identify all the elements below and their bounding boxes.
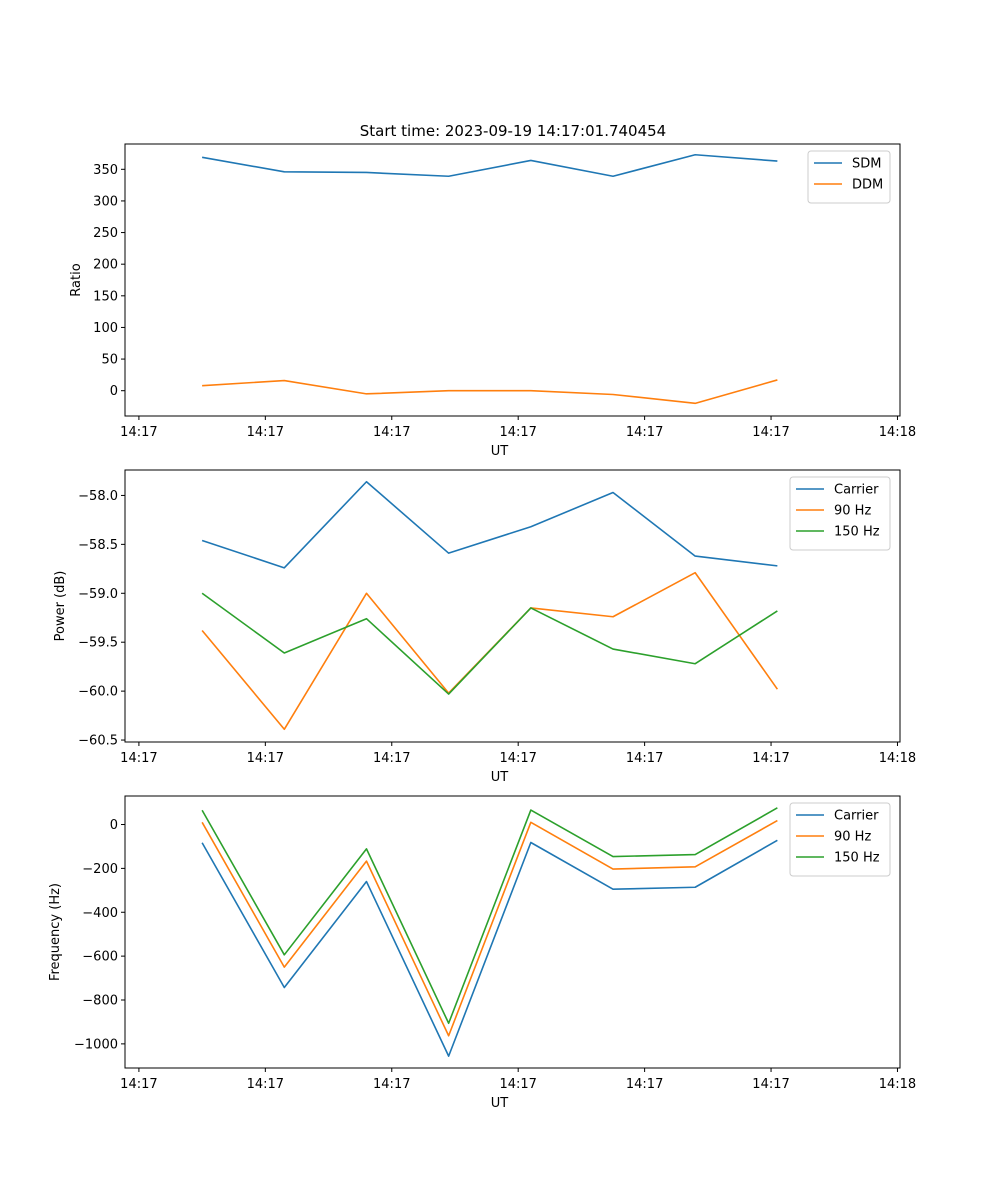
- y-tick-label: −400: [82, 906, 118, 921]
- legend: Carrier 90 Hz 150 Hz: [789, 476, 891, 551]
- x-tick-label: 14:17: [752, 1077, 789, 1092]
- x-tick-label: 14:18: [879, 751, 916, 766]
- y-tick-label: 200: [93, 258, 118, 273]
- x-tick-label: 14:17: [499, 751, 536, 766]
- x-tick-label: 14:17: [752, 751, 789, 766]
- x-tick-label: 14:17: [626, 425, 663, 440]
- y-tick-label: 150: [93, 289, 118, 304]
- x-axis-label: UT: [491, 444, 509, 459]
- y-tick-label: −58.5: [78, 538, 118, 553]
- x-tick-label: 14:17: [247, 751, 284, 766]
- axes-frame: [124, 143, 901, 417]
- y-tick-label: 350: [93, 163, 118, 178]
- y-tick-label: 100: [93, 321, 118, 336]
- series-line-150-hz: [201, 807, 778, 1025]
- y-tick-label: −200: [82, 862, 118, 877]
- y-tick-label: −1000: [74, 1037, 118, 1052]
- y-tick-label: 0: [110, 384, 118, 399]
- x-tick-label: 14:17: [626, 751, 663, 766]
- y-tick-label: −600: [82, 950, 118, 965]
- y-tick-label: −800: [82, 994, 118, 1009]
- legend: SDM DDM: [807, 150, 891, 204]
- axes-frame: [124, 469, 901, 743]
- x-tick-label: 14:17: [120, 425, 157, 440]
- x-tick-label: 14:18: [879, 425, 916, 440]
- legend-label: Carrier: [834, 809, 879, 824]
- y-tick-label: 0: [110, 818, 118, 833]
- ratio-chart: 14:17 14:17 14:17 14:17 14:17 14:17 14:18 0 50 10…: [69, 143, 916, 459]
- x-tick-label: 14:17: [499, 1077, 536, 1092]
- y-tick-label: −60.0: [78, 685, 118, 700]
- x-tick-label: 14:18: [879, 1077, 916, 1092]
- legend-label: 90 Hz: [834, 830, 871, 845]
- legend-label: SDM: [852, 157, 881, 172]
- x-tick-label: 14:17: [499, 425, 536, 440]
- legend-label: 90 Hz: [834, 504, 871, 519]
- y-tick-label: 300: [93, 194, 118, 209]
- chart-panels: 14:17 14:17 14:17 14:17 14:17 14:17 14:18 0 50 10…: [48, 143, 916, 1111]
- power-chart: 14:17 14:17 14:17 14:17 14:17 14:17 14:18 −60.5…: [53, 469, 916, 785]
- x-tick-label: 14:17: [752, 425, 789, 440]
- y-tick-label: −59.0: [78, 587, 118, 602]
- x-tick-label: 14:17: [247, 425, 284, 440]
- x-tick-label: 14:17: [247, 1077, 284, 1092]
- y-tick-label: −58.0: [78, 489, 118, 504]
- series-line-sdm: [201, 153, 778, 178]
- series-line-carrier: [201, 480, 778, 569]
- x-tick-label: 14:17: [626, 1077, 663, 1092]
- series-line-150-hz: [201, 592, 778, 695]
- y-axis-label: Frequency (Hz): [48, 883, 63, 981]
- legend-label: Carrier: [834, 483, 879, 498]
- legend: Carrier 90 Hz 150 Hz: [789, 802, 891, 877]
- y-tick-label: 250: [93, 226, 118, 241]
- legend-label: 150 Hz: [834, 525, 880, 540]
- x-tick-label: 14:17: [120, 1077, 157, 1092]
- y-axis-label: Ratio: [69, 263, 84, 296]
- y-axis-label: Power (dB): [53, 571, 68, 642]
- x-axis-label: UT: [491, 1096, 509, 1111]
- legend-label: 150 Hz: [834, 851, 880, 866]
- y-tick-label: −59.5: [78, 636, 118, 651]
- x-tick-label: 14:17: [120, 751, 157, 766]
- legend-box: [807, 150, 891, 204]
- x-axis-label: UT: [491, 770, 509, 785]
- y-tick-label: 50: [101, 353, 118, 368]
- series-line-90-hz: [201, 819, 778, 1037]
- x-tick-label: 14:17: [373, 1077, 410, 1092]
- x-tick-label: 14:17: [373, 751, 410, 766]
- figure-title: Start time: 2023-09-19 14:17:01.740454: [360, 122, 666, 140]
- frequency-chart: 14:17 14:17 14:17 14:17 14:17 14:17 14:18 −1000…: [48, 795, 916, 1111]
- series-line-carrier: [201, 839, 778, 1057]
- axes-frame: [124, 795, 901, 1069]
- legend-label: DDM: [852, 178, 883, 193]
- series-line-ddm: [202, 379, 778, 405]
- x-tick-label: 14:17: [373, 425, 410, 440]
- y-tick-label: −60.5: [78, 734, 118, 749]
